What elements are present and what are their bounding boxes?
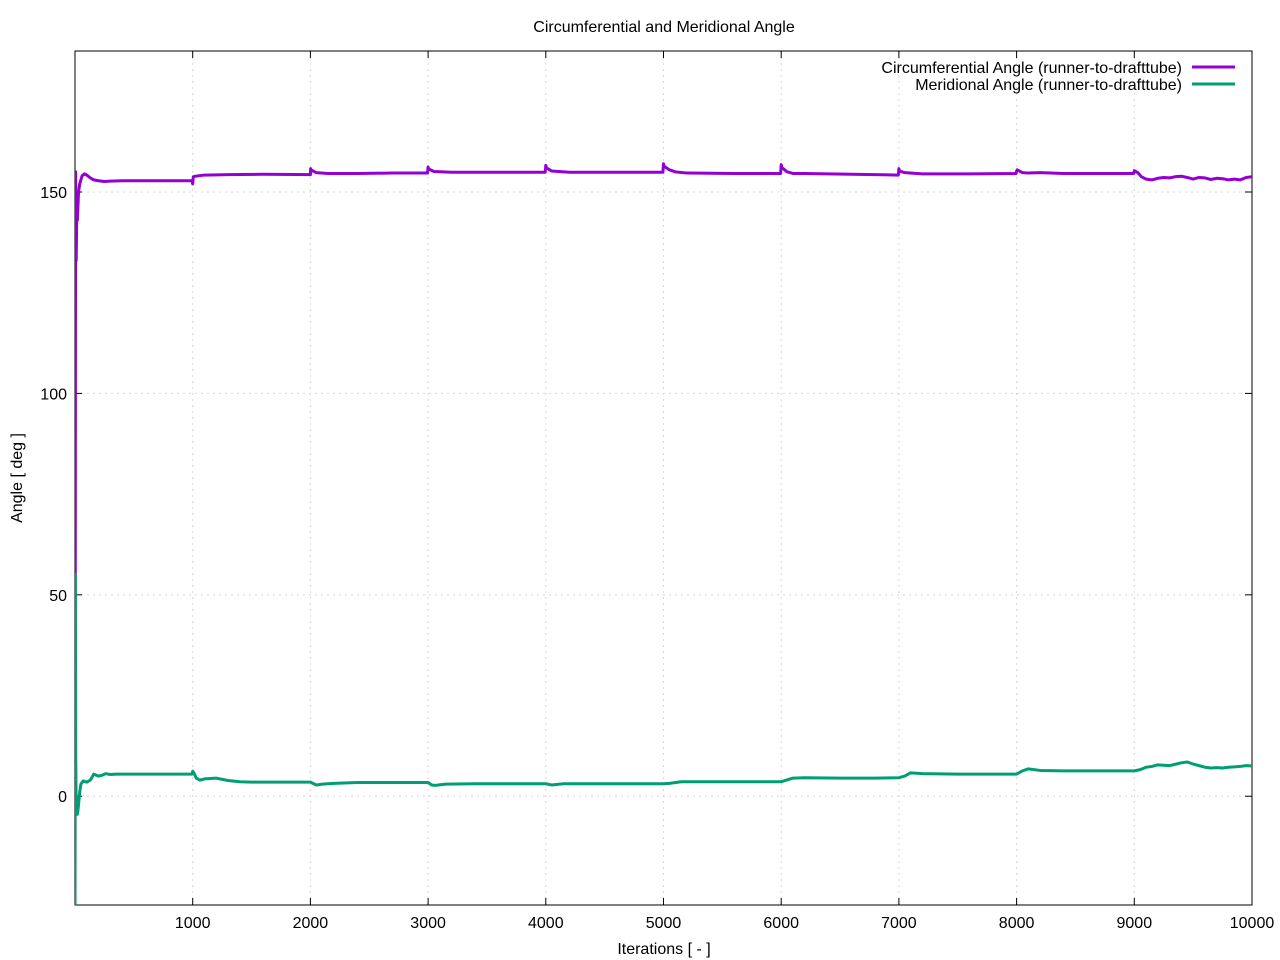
x-tick-label: 9000 <box>1117 915 1153 932</box>
y-tick-label: 0 <box>58 789 67 806</box>
x-tick-label: 1000 <box>175 915 211 932</box>
legend-label-meridional: Meridional Angle (runner-to-drafttube) <box>915 77 1182 94</box>
x-tick-label: 5000 <box>646 915 682 932</box>
x-tick-label: 2000 <box>293 915 329 932</box>
x-tick-label: 6000 <box>763 915 799 932</box>
x-tick-label: 8000 <box>999 915 1035 932</box>
x-tick-label: 3000 <box>410 915 446 932</box>
y-axis-label: Angle [ deg ] <box>9 433 26 523</box>
grid-layer <box>75 51 1252 905</box>
y-tick-label: 100 <box>40 386 67 403</box>
series-line-meridional <box>75 573 1252 905</box>
x-tick-label: 10000 <box>1230 915 1275 932</box>
x-tick-label: 4000 <box>528 915 564 932</box>
legend: Circumferential Angle (runner-to-drafttu… <box>881 60 1235 94</box>
series-line-circumferential <box>75 162 1252 905</box>
series-layer <box>75 162 1252 905</box>
y-tick-label: 50 <box>49 588 67 605</box>
tick-layer: 1000 2000 3000 4000 5000 6000 7000 8000 9000 1000… <box>40 51 1274 932</box>
x-axis-label: Iterations [ - ] <box>617 941 710 958</box>
legend-label-circumferential: Circumferential Angle (runner-to-drafttu… <box>881 60 1182 77</box>
y-tick-label: 150 <box>40 185 67 202</box>
x-tick-label: 7000 <box>881 915 917 932</box>
chart-title: Circumferential and Meridional Angle <box>533 19 795 36</box>
